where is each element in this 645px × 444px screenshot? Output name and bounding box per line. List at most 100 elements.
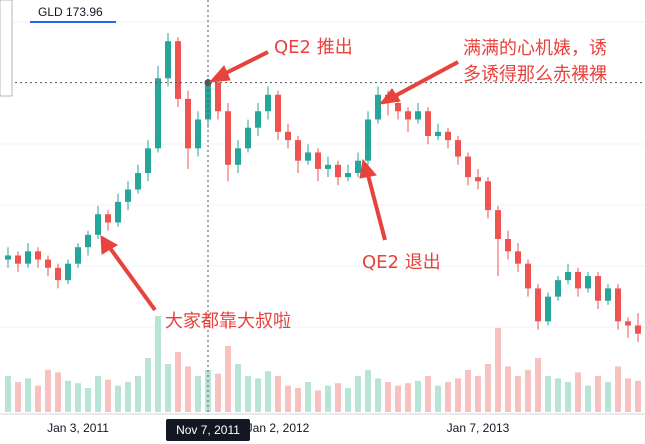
crosshair-date-label: Nov 7, 2011 — [176, 423, 240, 437]
candle-body — [505, 238, 511, 252]
candle-body — [545, 296, 551, 322]
candle-body — [285, 131, 291, 141]
candle-body — [165, 41, 171, 79]
volume-bar — [565, 382, 571, 412]
arrowhead — [359, 158, 377, 179]
candle-body — [15, 255, 21, 264]
x-tick-label: Jan 2, 2012 — [247, 421, 310, 435]
candle-body — [75, 247, 81, 264]
arrow — [221, 50, 269, 77]
candle-body — [575, 271, 581, 289]
candle-body — [595, 276, 601, 301]
annotation: QE2 推出 — [274, 37, 353, 58]
volume-bar — [435, 385, 441, 412]
candle-body — [515, 251, 521, 264]
candle-body — [475, 177, 481, 182]
price-scale-edge — [0, 0, 13, 97]
arrowhead — [378, 88, 401, 105]
volume-bar — [495, 328, 501, 412]
candle-body — [395, 103, 401, 112]
candle-body — [425, 111, 431, 136]
volume-bar — [505, 366, 511, 412]
candle-body — [625, 321, 631, 326]
candle-body — [85, 234, 91, 248]
candle-body — [485, 181, 491, 211]
arrowhead — [208, 65, 231, 83]
volume-bar — [155, 316, 161, 412]
volume-bar — [235, 364, 241, 412]
volume-bar — [445, 382, 451, 412]
candle-body — [5, 255, 11, 260]
price-pane — [5, 32, 641, 342]
symbol-label: GLD 173.96 — [38, 5, 103, 19]
volume-bar — [85, 388, 91, 412]
candle-body — [325, 164, 331, 169]
volume-bar — [95, 376, 101, 412]
candle-body — [25, 251, 31, 264]
candle-body — [585, 276, 591, 289]
volume-bar — [285, 385, 291, 412]
candle-body — [215, 82, 221, 112]
volume-bar — [465, 370, 471, 412]
volume-bar — [475, 376, 481, 412]
volume-bar — [575, 372, 581, 412]
volume-bar — [135, 376, 141, 412]
volume-bar — [595, 376, 601, 412]
candle-body — [345, 173, 351, 178]
candle-body — [55, 267, 61, 281]
volume-bar — [115, 385, 121, 412]
annotation: QE2 退出 — [362, 252, 441, 273]
volume-bar — [225, 346, 231, 412]
volume-bar — [585, 385, 591, 412]
candle-body — [415, 111, 421, 120]
volume-bar — [105, 379, 111, 412]
volume-bar — [555, 378, 561, 412]
volume-bar — [15, 382, 21, 412]
volume-bar — [5, 376, 11, 412]
x-tick-label: Jan 3, 2011 — [47, 421, 109, 435]
volume-bar — [215, 373, 221, 412]
volume-bar — [625, 378, 631, 412]
candle-body — [455, 140, 461, 157]
volume-bar — [305, 382, 311, 412]
volume-bar — [165, 364, 171, 412]
candle-body — [195, 119, 201, 149]
volume-bar — [335, 383, 341, 412]
volume-bar — [395, 385, 401, 412]
volume-bar — [365, 370, 371, 412]
arrows — [100, 50, 459, 312]
candle-body — [45, 259, 51, 268]
candle-body — [615, 288, 621, 322]
candle-body — [605, 288, 611, 301]
candle-body — [565, 271, 571, 281]
arrow — [366, 174, 387, 241]
candle-body — [245, 127, 251, 149]
volume-bar — [55, 372, 61, 412]
volume-bar — [245, 376, 251, 412]
crosshair — [0, 0, 645, 414]
crosshair-date-box — [166, 419, 250, 441]
candle-body — [155, 78, 161, 149]
volume-bar — [195, 376, 201, 412]
volume-bar — [515, 376, 521, 412]
candle-body — [375, 94, 381, 120]
candle-body — [105, 214, 111, 223]
candle-body — [365, 119, 371, 161]
candle-body — [315, 152, 321, 169]
volume-bar — [35, 385, 41, 412]
volume-bar — [605, 382, 611, 412]
candle-body — [35, 251, 41, 260]
x-axis-labels: Jan 3, 2011 Jan 2, 2012 Jan 7, 2013 Nov 7, … — [47, 419, 510, 441]
annotation: 多诱得那么赤裸裸 — [463, 64, 607, 85]
volume-bar — [65, 380, 71, 412]
candle-body — [235, 148, 241, 165]
candle-body — [635, 325, 641, 334]
candle-body — [275, 94, 281, 132]
volume-pane — [5, 316, 641, 412]
annotation: 满满的心机婊，诱 — [463, 38, 607, 59]
volume-bar — [75, 383, 81, 412]
volume-bar — [175, 352, 181, 412]
candle-body — [445, 131, 451, 141]
volume-bar — [315, 390, 321, 412]
